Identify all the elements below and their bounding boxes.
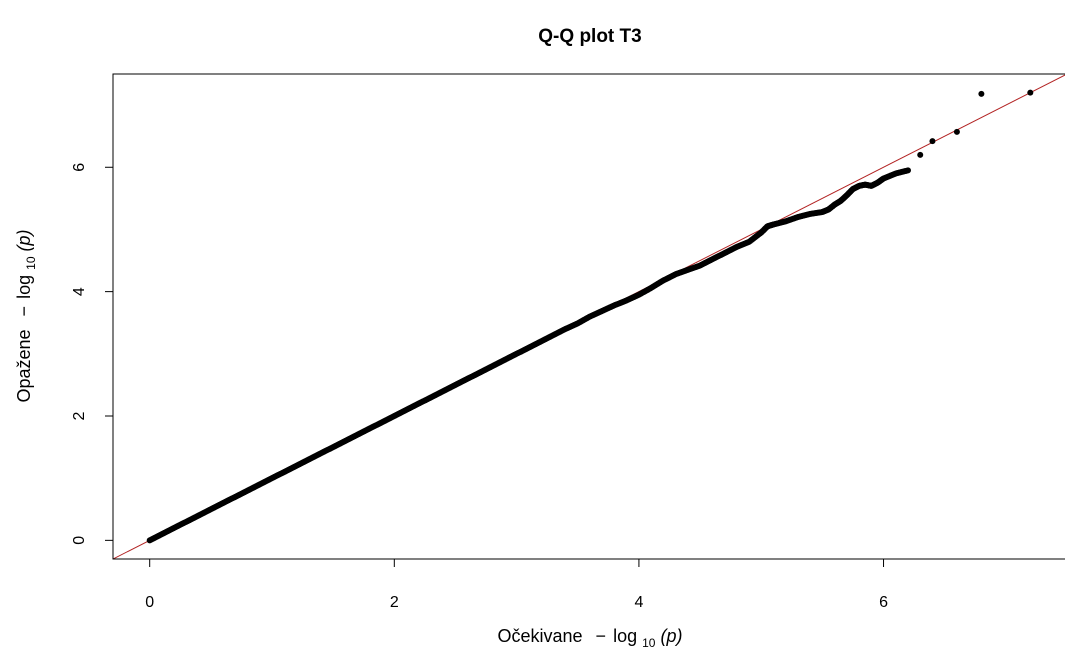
- y-axis: 0 2 4 6: [71, 163, 114, 545]
- data-point: [1027, 89, 1034, 96]
- data-point: [905, 167, 911, 174]
- x-axis-label: Očekivane − log 10 (p): [497, 626, 682, 651]
- x-tick-label: 0: [145, 594, 154, 611]
- x-tick-label: 2: [390, 594, 399, 611]
- y-tick-label: 4: [71, 287, 88, 296]
- y-tick-label: 6: [71, 163, 88, 172]
- x-axis-label-arg: (p): [661, 626, 683, 646]
- y-tick-label: 0: [71, 536, 88, 545]
- chart-title: Q-Q plot T3: [538, 26, 641, 47]
- x-axis-label-minus: −: [596, 626, 607, 646]
- x-tick-label: 6: [879, 594, 888, 611]
- data-point: [917, 151, 924, 158]
- x-axis-label-log: log: [613, 626, 637, 646]
- y-tick-label: 2: [71, 411, 88, 420]
- data-points: [146, 89, 1034, 544]
- x-tick-label: 4: [634, 594, 643, 611]
- data-point: [929, 138, 936, 145]
- data-point: [953, 128, 960, 135]
- y-axis-label-prefix: Opažene: [14, 329, 34, 402]
- plot-area: [113, 74, 1065, 559]
- y-axis-label-minus: −: [14, 306, 34, 317]
- y-axis-label: Opažene − log 10 (p): [14, 229, 39, 402]
- y-axis-label-arg: (p): [14, 229, 34, 251]
- x-axis-label-prefix: Očekivane: [497, 626, 582, 646]
- y-axis-label-log: log: [14, 275, 34, 299]
- x-axis-label-sub: 10: [642, 636, 656, 650]
- y-axis-label-sub: 10: [24, 256, 38, 270]
- x-axis: 0 2 4 6: [145, 558, 888, 611]
- data-point: [978, 90, 985, 97]
